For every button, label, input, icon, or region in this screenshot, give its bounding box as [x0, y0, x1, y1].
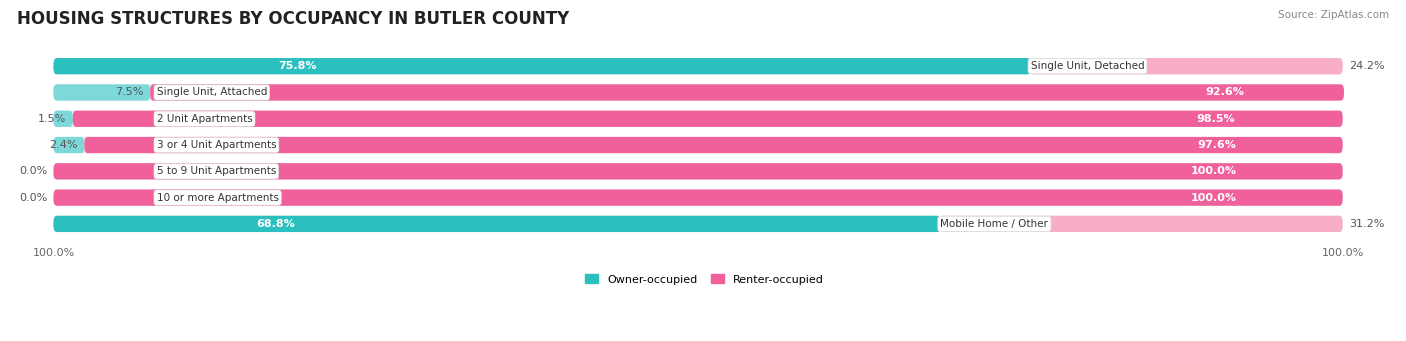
- Text: 0.0%: 0.0%: [18, 166, 46, 176]
- Text: 92.6%: 92.6%: [1205, 88, 1244, 98]
- Text: Single Unit, Attached: Single Unit, Attached: [156, 88, 267, 98]
- Text: HOUSING STRUCTURES BY OCCUPANCY IN BUTLER COUNTY: HOUSING STRUCTURES BY OCCUPANCY IN BUTLE…: [17, 10, 569, 28]
- FancyBboxPatch shape: [73, 110, 1343, 127]
- Text: 31.2%: 31.2%: [1350, 219, 1385, 229]
- Text: 68.8%: 68.8%: [256, 219, 295, 229]
- FancyBboxPatch shape: [53, 58, 1343, 74]
- Text: 1.5%: 1.5%: [38, 114, 66, 124]
- FancyBboxPatch shape: [53, 137, 84, 153]
- FancyBboxPatch shape: [150, 84, 1344, 101]
- Text: 98.5%: 98.5%: [1197, 114, 1234, 124]
- Text: 24.2%: 24.2%: [1350, 61, 1385, 71]
- FancyBboxPatch shape: [53, 190, 1343, 206]
- Text: 97.6%: 97.6%: [1198, 140, 1236, 150]
- FancyBboxPatch shape: [53, 58, 1031, 74]
- FancyBboxPatch shape: [53, 216, 1343, 232]
- Text: 0.0%: 0.0%: [18, 193, 46, 203]
- FancyBboxPatch shape: [941, 216, 1343, 232]
- Text: 10 or more Apartments: 10 or more Apartments: [156, 193, 278, 203]
- FancyBboxPatch shape: [53, 84, 1343, 101]
- FancyBboxPatch shape: [53, 110, 73, 127]
- FancyBboxPatch shape: [53, 216, 941, 232]
- Text: Source: ZipAtlas.com: Source: ZipAtlas.com: [1278, 10, 1389, 20]
- Text: Mobile Home / Other: Mobile Home / Other: [941, 219, 1049, 229]
- FancyBboxPatch shape: [53, 110, 1343, 127]
- Text: 100.0%: 100.0%: [1191, 193, 1237, 203]
- FancyBboxPatch shape: [1031, 58, 1343, 74]
- Text: 7.5%: 7.5%: [115, 88, 143, 98]
- Legend: Owner-occupied, Renter-occupied: Owner-occupied, Renter-occupied: [581, 270, 828, 289]
- Text: 2.4%: 2.4%: [49, 140, 77, 150]
- Text: 75.8%: 75.8%: [278, 61, 316, 71]
- FancyBboxPatch shape: [53, 137, 1343, 153]
- Text: 3 or 4 Unit Apartments: 3 or 4 Unit Apartments: [156, 140, 276, 150]
- Text: 100.0%: 100.0%: [1191, 166, 1237, 176]
- FancyBboxPatch shape: [53, 84, 150, 101]
- Text: Single Unit, Detached: Single Unit, Detached: [1031, 61, 1144, 71]
- Text: 5 to 9 Unit Apartments: 5 to 9 Unit Apartments: [156, 166, 276, 176]
- Text: 2 Unit Apartments: 2 Unit Apartments: [156, 114, 252, 124]
- FancyBboxPatch shape: [53, 190, 1343, 206]
- FancyBboxPatch shape: [53, 163, 1343, 179]
- FancyBboxPatch shape: [53, 163, 1343, 179]
- FancyBboxPatch shape: [84, 137, 1343, 153]
